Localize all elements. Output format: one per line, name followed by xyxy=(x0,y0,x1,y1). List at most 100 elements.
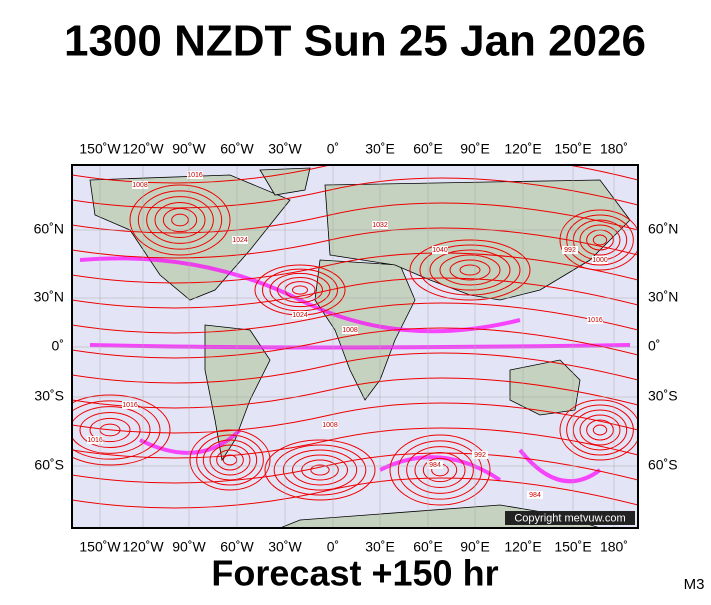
graticule xyxy=(72,165,638,528)
isobar-label-bg xyxy=(592,256,608,264)
model-code: M3 xyxy=(684,576,705,593)
isobar-label: 984 xyxy=(529,492,541,499)
lat-label-left: 30˚S xyxy=(34,388,64,404)
isobar xyxy=(292,454,348,486)
lat-label-right: 60˚S xyxy=(648,457,678,473)
isobar xyxy=(72,227,638,259)
isobar-label: 1016 xyxy=(122,402,138,409)
isobar xyxy=(559,209,638,271)
lon-label-bottom: 180˚ xyxy=(600,539,628,555)
lon-label-top: 120˚E xyxy=(504,141,541,157)
isobar xyxy=(72,277,638,309)
lon-label-top: 30˚W xyxy=(268,141,302,157)
isobar-label-bg xyxy=(322,421,338,429)
isobar xyxy=(154,202,206,238)
lon-label-top: 180˚ xyxy=(600,141,628,157)
isobar-label-bg xyxy=(132,181,148,189)
lon-label-bottom: 0˚ xyxy=(327,539,339,555)
isobar xyxy=(72,177,638,209)
isobar-label-bg xyxy=(562,246,578,254)
isobar xyxy=(419,244,521,296)
isobar xyxy=(397,440,483,500)
isobar xyxy=(72,394,171,466)
isobar xyxy=(72,477,638,509)
isobar-label-bg xyxy=(587,316,603,324)
isobar-label-bg xyxy=(427,461,443,469)
isobar-label: 1016 xyxy=(587,317,603,324)
lat-label-left: 60˚S xyxy=(34,457,64,473)
lat-label-left: 0˚ xyxy=(52,338,64,354)
isobar xyxy=(389,434,491,506)
isobar xyxy=(171,213,189,227)
isobar-label: 992 xyxy=(474,452,486,459)
isobar xyxy=(559,399,638,461)
precip-band xyxy=(79,256,521,334)
lon-label-top: 120˚W xyxy=(122,141,164,157)
isobar xyxy=(566,404,634,456)
isobar xyxy=(292,285,308,295)
copyright: Copyright metvuw.com xyxy=(514,512,625,524)
isobar xyxy=(72,252,638,284)
isobar xyxy=(273,444,367,496)
title: 1300 NZDT Sun 25 Jan 2026 xyxy=(64,17,646,66)
isobar xyxy=(129,184,231,256)
isobar xyxy=(579,224,621,256)
isobar xyxy=(414,452,466,488)
lat-label-right: 0˚ xyxy=(648,338,660,354)
lon-label-top: 150˚W xyxy=(79,141,121,157)
isobar xyxy=(72,452,638,484)
lat-label-right: 60˚N xyxy=(648,221,678,237)
isobar xyxy=(137,190,223,250)
lon-label-bottom: 90˚W xyxy=(172,539,206,555)
isobar-label-bg xyxy=(432,246,448,254)
isobar xyxy=(202,439,258,481)
isobar xyxy=(72,202,638,234)
isobar xyxy=(72,327,638,359)
north-america xyxy=(89,174,291,301)
isobar-label: 1016 xyxy=(87,437,103,444)
isobar xyxy=(572,409,628,451)
map: 1008101610241032104010081016992984100010… xyxy=(72,165,638,528)
lon-label-bottom: 60˚W xyxy=(220,539,254,555)
isobar-label-bg xyxy=(187,171,203,179)
isobar-label: 984 xyxy=(429,462,441,469)
isobar xyxy=(189,429,271,491)
lon-label-bottom: 120˚W xyxy=(122,539,164,555)
isobar-label: 1008 xyxy=(132,182,148,189)
isobar xyxy=(79,412,141,448)
isobar xyxy=(301,459,339,481)
isobar xyxy=(429,249,511,291)
lat-label-left: 60˚N xyxy=(34,221,64,237)
precip-band xyxy=(89,343,631,350)
lon-label-top: 90˚E xyxy=(460,141,490,157)
isobar xyxy=(209,444,251,476)
isobar-label-bg xyxy=(527,491,543,499)
isobar xyxy=(277,277,323,303)
isobar-label-bg xyxy=(122,401,138,409)
lon-label-top: 30˚E xyxy=(365,141,395,157)
africa xyxy=(314,259,416,401)
isobar-label: 1008 xyxy=(342,327,358,334)
lon-label-top: 60˚W xyxy=(220,141,254,157)
australia xyxy=(509,359,581,416)
lat-label-right: 30˚N xyxy=(648,289,678,305)
isobar xyxy=(459,264,481,276)
forecast-label: Forecast +150 hr xyxy=(211,553,498,594)
lon-label-bottom: 60˚E xyxy=(413,539,443,555)
lon-label-bottom: 120˚E xyxy=(504,539,541,555)
lon-label-bottom: 30˚E xyxy=(365,539,395,555)
isobar xyxy=(72,406,151,454)
lon-label-bottom: 150˚W xyxy=(79,539,121,555)
isobar xyxy=(592,424,608,436)
isobar-label: 1008 xyxy=(322,422,338,429)
isobar xyxy=(282,449,358,491)
isobar xyxy=(72,427,638,459)
isobar xyxy=(146,196,214,244)
isobar xyxy=(72,400,161,460)
isobar xyxy=(262,268,338,312)
isobar xyxy=(409,239,531,301)
lat-label-right: 30˚S xyxy=(648,388,678,404)
lon-label-top: 150˚E xyxy=(554,141,591,157)
isobar xyxy=(439,254,501,286)
precip-band xyxy=(518,448,602,484)
